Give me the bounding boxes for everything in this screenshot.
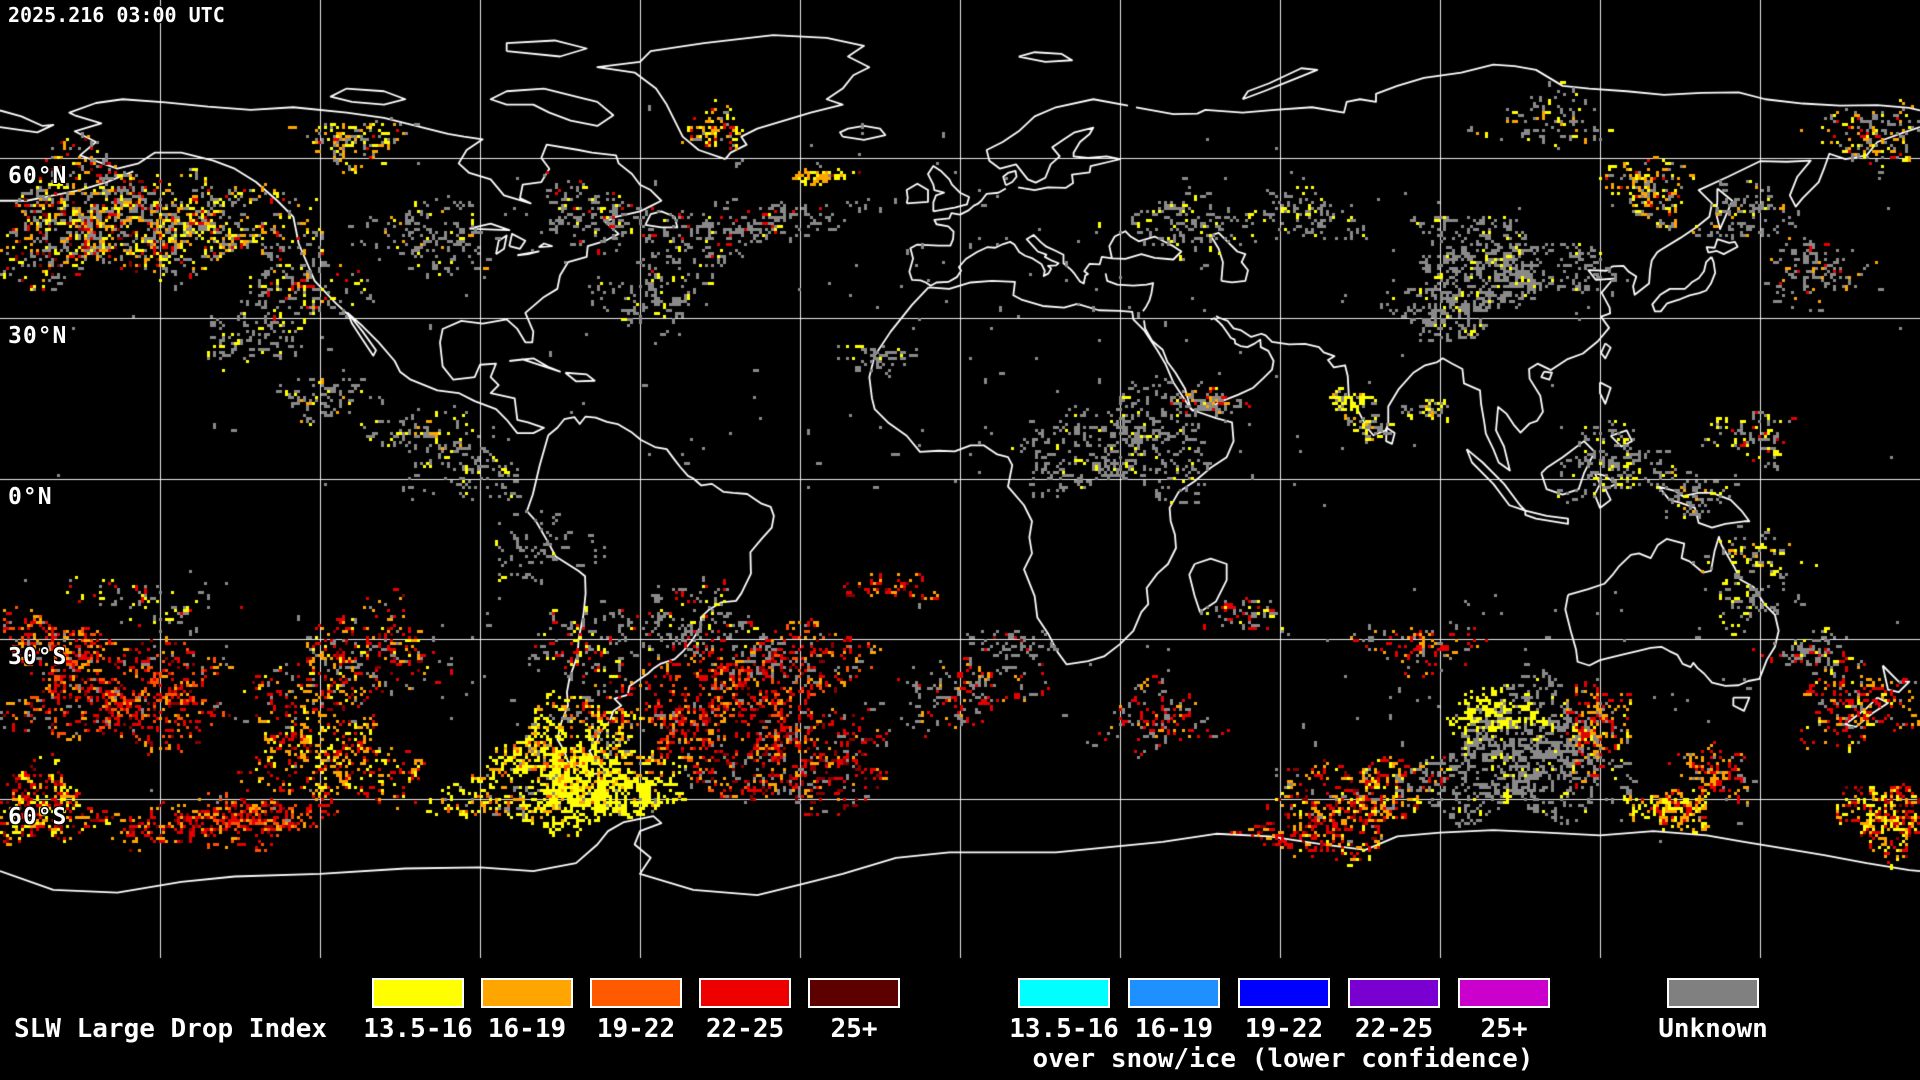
snowice-bin-19-22-swatch (1238, 978, 1330, 1008)
bin-label-16-19: 16-19 (487, 1014, 567, 1044)
snowice-bin-label-22-25: 22-25 (1354, 1014, 1434, 1044)
bin-25+-swatch (808, 978, 900, 1008)
latitude-label-30s: 30°S (8, 644, 68, 670)
latitude-label-0n: 0°N (8, 484, 53, 510)
snowice-bin-13.5-16-swatch (1018, 978, 1110, 1008)
bin-13.5-16-swatch (372, 978, 464, 1008)
snowice-bin-label-19-22: 19-22 (1244, 1014, 1324, 1044)
snowice-bin-22-25-swatch (1348, 978, 1440, 1008)
snowice-bin-label-16-19: 16-19 (1134, 1014, 1214, 1044)
snowice-bin-25+-swatch (1458, 978, 1550, 1008)
unknown-swatch (1667, 978, 1759, 1008)
bin-19-22-swatch (590, 978, 682, 1008)
snowice-subtitle: over snow/ice (lower confidence) (1032, 1044, 1534, 1074)
latitude-label-30n: 30°N (8, 323, 68, 349)
snowice-bin-label-25+: 25+ (1480, 1014, 1528, 1044)
snowice-bin-label-13.5-16: 13.5-16 (1009, 1014, 1119, 1044)
bin-label-13.5-16: 13.5-16 (363, 1014, 473, 1044)
bin-22-25-swatch (699, 978, 791, 1008)
bin-label-22-25: 22-25 (705, 1014, 785, 1044)
latitude-label-60s: 60°S (8, 804, 68, 830)
bin-label-25+: 25+ (830, 1014, 878, 1044)
legend-title: SLW Large Drop Index (14, 1014, 328, 1044)
latitude-label-60n: 60°N (8, 163, 68, 189)
bin-16-19-swatch (481, 978, 573, 1008)
bin-label-19-22: 19-22 (596, 1014, 676, 1044)
snowice-bin-16-19-swatch (1128, 978, 1220, 1008)
unknown-label: Unknown (1658, 1014, 1768, 1044)
timestamp-label: 2025.216 03:00 UTC (8, 3, 225, 27)
